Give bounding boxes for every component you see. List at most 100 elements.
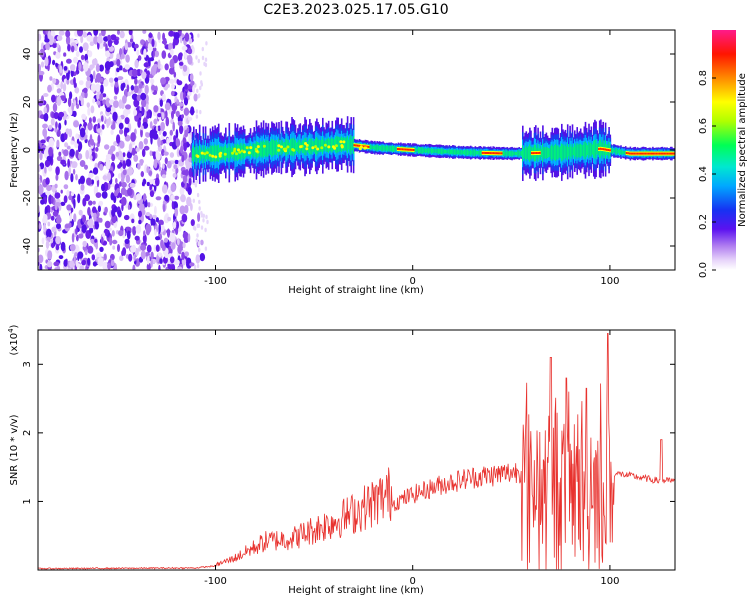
spectral-ridge-core [492,152,495,155]
noise-blob [198,240,201,245]
spectrogram-marks [38,30,675,270]
spectral-ridge-core [657,152,660,155]
spectral-ridge-cell [583,142,586,159]
spectral-ridge-cell [213,146,215,161]
noise-blob [102,99,107,105]
spectrogram-xlabel: Height of straight line (km) [288,285,424,296]
spectral-ridge-cell [568,146,570,157]
spectral-ridge-cell [278,138,280,157]
noise-blob [201,46,204,52]
noise-blob [43,222,47,233]
noise-blob [140,244,147,251]
spectral-ridge-core [359,145,363,149]
noise-blob [192,85,196,94]
noise-blob [140,125,144,131]
noise-blob [136,193,142,201]
noise-blob [126,84,130,93]
noise-blob [60,159,66,165]
spectral-ridge-cell [298,140,300,154]
noise-blob [113,95,118,100]
spectral-ridge-cell [464,150,466,155]
noise-blob [137,119,141,128]
noise-blob [40,199,45,205]
spectral-ridge-cell [395,147,397,151]
spectrogram-panel: -100 0 100 -40 -20 0 20 40 Height of straight l… [9,29,676,296]
spectral-ridge-cell [370,145,373,150]
noise-blob [63,52,67,57]
spectral-ridge-cell [472,149,474,156]
noise-blob [53,261,60,267]
noise-blob [204,57,208,62]
noise-blob [105,107,111,113]
noise-blob [69,148,75,157]
noise-blob [95,63,100,73]
noise-blob [150,78,155,85]
spectral-ridge-cell [453,149,455,155]
noise-blob [108,45,115,52]
noise-blob [162,203,166,213]
spectral-ridge-cell [551,144,554,161]
y-tick-label: -20 [22,190,33,206]
spectral-ridge-cell [372,146,375,149]
noise-blob [138,112,142,118]
spectral-ridge-core [673,152,675,155]
spectral-ridge-core [247,151,251,155]
noise-blob [151,214,157,219]
snr-series-line [38,332,675,570]
noise-blob [143,193,147,202]
noise-blob [62,83,67,92]
spectral-ridge-cell [249,143,252,158]
noise-blob [205,41,208,46]
noise-blob [114,80,119,88]
noise-blob [124,64,130,70]
spectral-ridge-core [609,149,611,152]
noise-blob [78,209,83,216]
spectral-ridge-cell [348,139,350,150]
spectral-ridge-cell [501,151,504,155]
noise-blob [158,166,162,172]
noise-blob [119,65,123,71]
noise-blob [55,173,59,181]
noise-blob [186,259,192,269]
noise-blob [204,227,207,233]
spectral-ridge-core [408,148,410,151]
spectral-ridge-core [233,147,237,151]
noise-blob [39,151,43,161]
noise-blob [159,99,163,107]
noise-blob [172,121,175,132]
noise-blob [91,58,98,66]
spectral-ridge-core [342,140,346,144]
noise-blob [117,209,122,218]
noise-blob [122,108,129,118]
noise-blob [58,151,62,157]
noise-blob [58,122,62,131]
spectral-ridge-cell [389,145,391,152]
spectral-ridge-cell [550,145,552,160]
spectral-ridge-core [647,152,650,155]
spectral-ridge-cell [319,139,322,152]
spectral-ridge-core [205,151,209,155]
noise-blob [166,160,172,169]
noise-blob [95,83,101,93]
noise-blob [169,58,175,69]
spectral-ridge-cell [455,149,458,155]
spectral-ridge-cell [342,137,344,151]
noise-blob [47,221,51,227]
noise-blob [163,38,167,46]
noise-blob [177,266,183,270]
spectral-ridge-cell [584,141,587,160]
spectral-ridge-cell [198,145,201,163]
spectral-ridge-core [665,152,667,155]
spectral-ridge-cell [460,150,462,155]
noise-blob [181,154,185,163]
noise-blob [58,111,65,118]
noise-blob [175,167,179,174]
spectral-ridge-cell [512,151,515,156]
spectral-ridge-core [655,152,658,155]
spectral-ridge-cell [331,137,334,153]
y-tick-label: 0 [22,147,33,153]
noise-blob [97,77,104,83]
noise-blob [47,250,53,260]
noise-blob [184,32,190,42]
spectral-ridge-cell [214,144,216,163]
